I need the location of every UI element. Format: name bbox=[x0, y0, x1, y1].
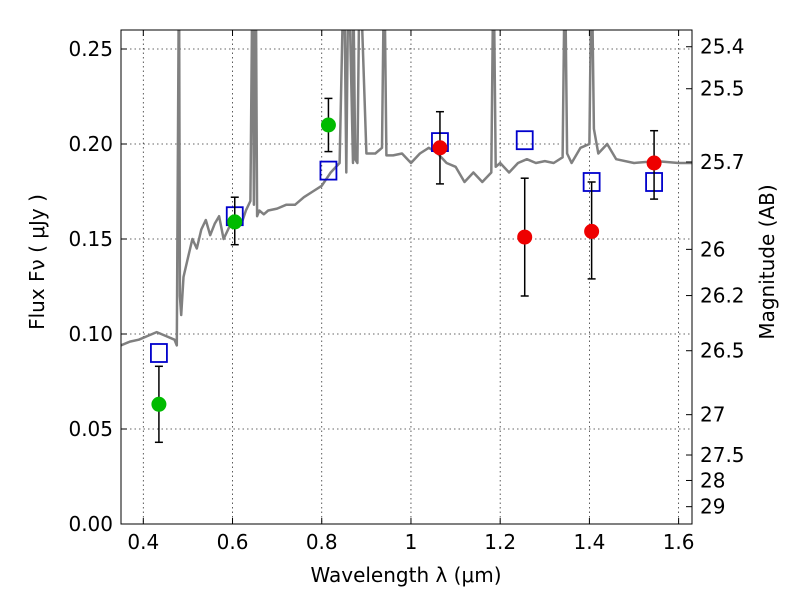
grid bbox=[121, 30, 692, 525]
y-tick-label: 0.00 bbox=[68, 512, 113, 536]
y2-tick-label: 27 bbox=[700, 403, 725, 427]
y2-tick-label: 29 bbox=[700, 495, 725, 519]
y-tick-label: 0.05 bbox=[68, 417, 113, 441]
y2-tick-label: 25.5 bbox=[700, 77, 745, 101]
y2-tick-label: 25.7 bbox=[700, 150, 745, 174]
data-point bbox=[646, 155, 662, 171]
model-photometry-square bbox=[515, 130, 534, 151]
x-tick-label: 1.2 bbox=[484, 530, 516, 554]
x-tick-label: 0.8 bbox=[306, 530, 338, 554]
axes: 0.4 0.6 0.8 1 1.2 1.4 1.6 0.00 0.05 0.10 0.15 0.20 0… bbox=[68, 30, 745, 554]
x-axis-label: Wavelength λ (μm) bbox=[310, 563, 501, 587]
data-point bbox=[151, 396, 167, 412]
y2-tick-label: 27.5 bbox=[700, 443, 745, 467]
plot-frame bbox=[120, 29, 693, 525]
y2-tick-label: 25.4 bbox=[700, 35, 745, 59]
data-point bbox=[517, 229, 533, 245]
x-tick-label: 1 bbox=[405, 530, 418, 554]
y2-axis-label: Magnitude (AB) bbox=[755, 184, 779, 339]
x-tick-label: 0.4 bbox=[127, 530, 159, 554]
model-photometry-square bbox=[150, 343, 168, 363]
data-point bbox=[320, 117, 336, 133]
x-tick-label: 1.4 bbox=[573, 530, 605, 554]
data-point bbox=[432, 140, 448, 156]
plot-area bbox=[121, 30, 692, 444]
y-axis-label: Flux Fν ( μJy ) bbox=[25, 194, 49, 330]
y-tick-label: 0.10 bbox=[68, 322, 113, 346]
y2-tick-label: 26.2 bbox=[700, 284, 745, 308]
model-spectrum-line bbox=[121, 30, 692, 347]
y2-tick-label: 26 bbox=[700, 237, 725, 261]
y-tick-label: 0.20 bbox=[68, 132, 113, 156]
data-point bbox=[227, 214, 243, 230]
y-tick-label: 0.25 bbox=[68, 37, 113, 61]
model-photometry-square bbox=[319, 160, 338, 181]
x-tick-label: 1.6 bbox=[663, 530, 695, 554]
data-point bbox=[584, 223, 600, 239]
y2-tick-label: 28 bbox=[700, 468, 725, 492]
y-tick-label: 0.15 bbox=[68, 227, 113, 251]
y2-tick-label: 26.5 bbox=[700, 339, 745, 363]
x-tick-label: 0.6 bbox=[217, 530, 249, 554]
